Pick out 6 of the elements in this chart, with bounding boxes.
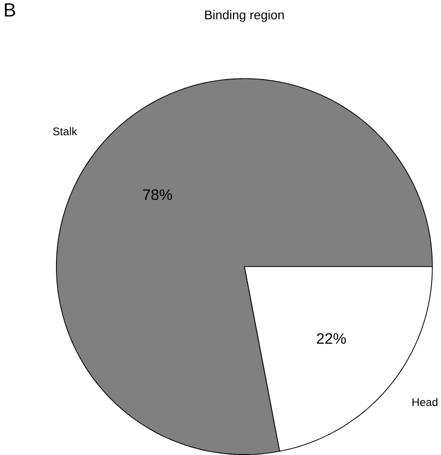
data-label: 78% [142, 189, 172, 200]
slice-label: Head [412, 398, 438, 406]
slice-label: Stalk [52, 127, 77, 136]
text: B [4, 3, 15, 17]
chart-title: Binding region [204, 10, 284, 22]
data-label: 22% [316, 333, 346, 344]
